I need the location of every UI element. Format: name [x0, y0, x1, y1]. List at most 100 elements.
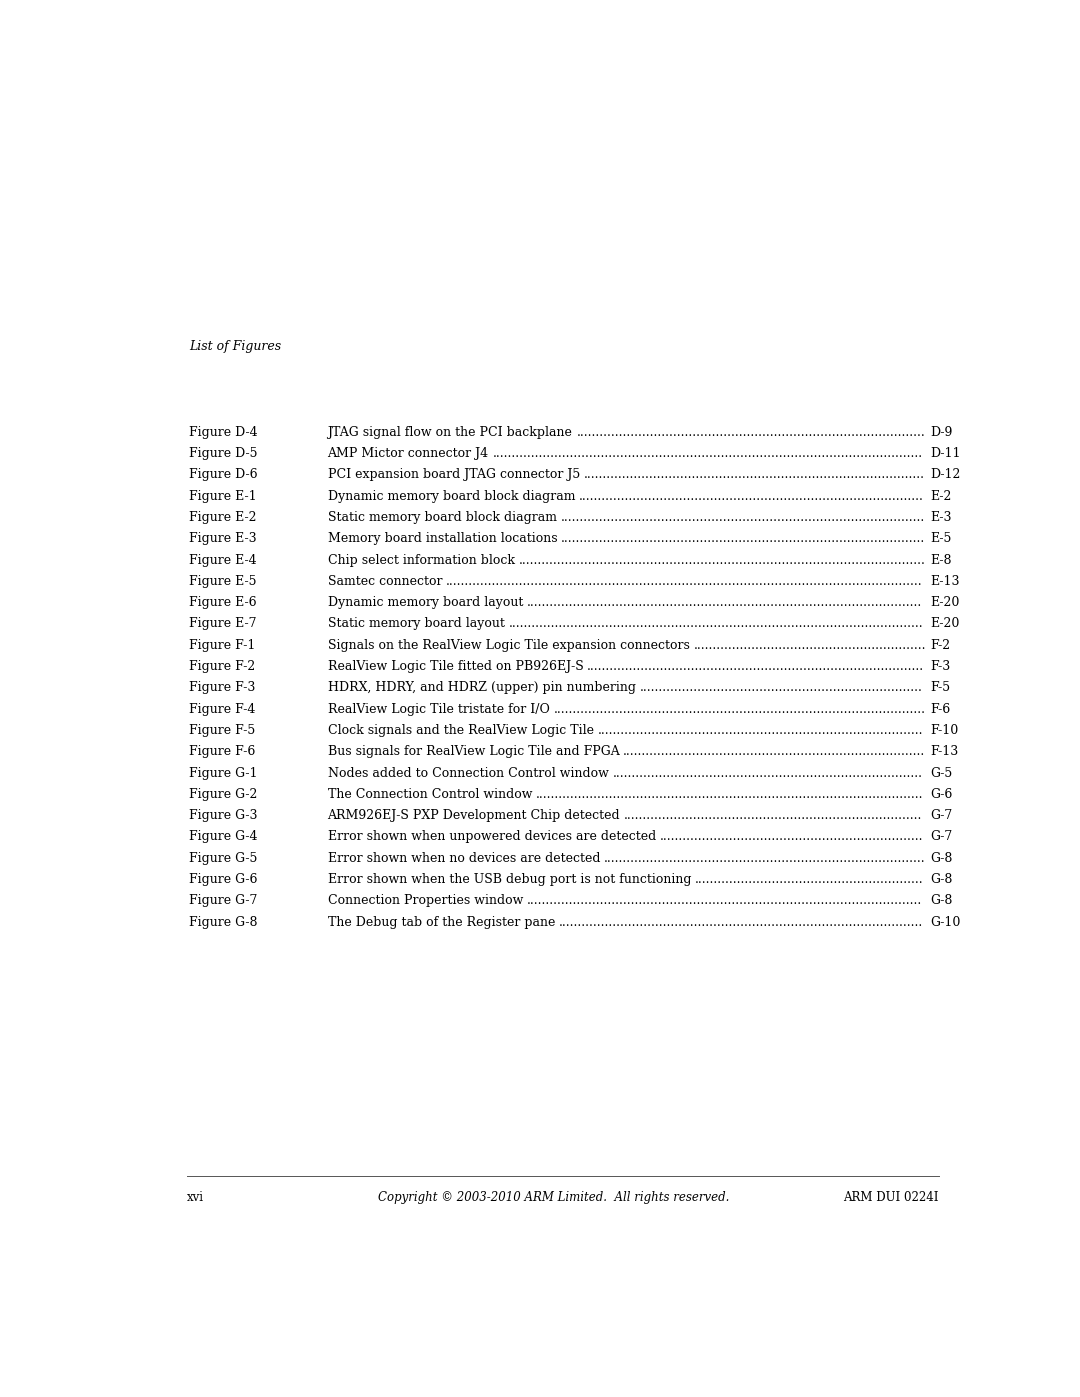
Text: Memory board installation locations: Memory board installation locations — [327, 532, 557, 545]
Text: Static memory board block diagram: Static memory board block diagram — [327, 511, 556, 524]
Text: Dynamic memory board block diagram: Dynamic memory board block diagram — [327, 490, 575, 503]
Text: E-20: E-20 — [930, 597, 959, 609]
Text: Connection Properties window: Connection Properties window — [327, 894, 523, 908]
Text: ................................................................................: ........................................… — [558, 915, 923, 929]
Text: ................................................................................: ........................................… — [492, 447, 922, 460]
Text: ................................................................................: ........................................… — [518, 553, 926, 567]
Text: ....................................................................: ........................................… — [660, 830, 923, 844]
Text: D-9: D-9 — [930, 426, 953, 439]
Text: Figure G-1: Figure G-1 — [189, 767, 258, 780]
Text: ................................................................................: ........................................… — [561, 511, 924, 524]
Text: Figure F-6: Figure F-6 — [189, 745, 256, 759]
Text: Figure G-4: Figure G-4 — [189, 830, 258, 844]
Text: Figure F-2: Figure F-2 — [189, 661, 256, 673]
Text: ................................................................................: ........................................… — [584, 468, 924, 482]
Text: ...........................................................: ........................................… — [696, 873, 923, 886]
Text: G-8: G-8 — [930, 852, 953, 865]
Text: ............................................................: ........................................… — [693, 638, 926, 652]
Text: Dynamic memory board layout: Dynamic memory board layout — [327, 597, 523, 609]
Text: Chip select information block: Chip select information block — [327, 553, 514, 567]
Text: G-7: G-7 — [930, 809, 953, 823]
Text: HDRX, HDRY, and HDRZ (upper) pin numbering: HDRX, HDRY, and HDRZ (upper) pin numberi… — [327, 682, 635, 694]
Text: F-5: F-5 — [930, 682, 950, 694]
Text: Figure F-4: Figure F-4 — [189, 703, 256, 715]
Text: ARM926EJ-S PXP Development Chip detected: ARM926EJ-S PXP Development Chip detected — [327, 809, 620, 823]
Text: Figure E-3: Figure E-3 — [189, 532, 257, 545]
Text: E-5: E-5 — [930, 532, 951, 545]
Text: RealView Logic Tile fitted on PB926EJ-S: RealView Logic Tile fitted on PB926EJ-S — [327, 661, 583, 673]
Text: Figure G-6: Figure G-6 — [189, 873, 258, 886]
Text: Copyright © 2003-2010 ARM Limited.  All rights reserved.: Copyright © 2003-2010 ARM Limited. All r… — [378, 1190, 729, 1204]
Text: AMP Mictor connector J4: AMP Mictor connector J4 — [327, 447, 488, 460]
Text: PCI expansion board JTAG connector J5: PCI expansion board JTAG connector J5 — [327, 468, 580, 482]
Text: List of Figures: List of Figures — [189, 339, 282, 353]
Text: Figure G-5: Figure G-5 — [189, 852, 258, 865]
Text: G-5: G-5 — [930, 767, 953, 780]
Text: G-6: G-6 — [930, 788, 953, 800]
Text: ................................................................................: ........................................… — [612, 767, 922, 780]
Text: Error shown when unpowered devices are detected: Error shown when unpowered devices are d… — [327, 830, 656, 844]
Text: ARM DUI 0224I: ARM DUI 0224I — [843, 1190, 939, 1204]
Text: Figure G-8: Figure G-8 — [189, 915, 258, 929]
Text: Error shown when no devices are detected: Error shown when no devices are detected — [327, 852, 600, 865]
Text: Bus signals for RealView Logic Tile and FPGA: Bus signals for RealView Logic Tile and … — [327, 745, 619, 759]
Text: ................................................................................: ........................................… — [579, 490, 923, 503]
Text: ................................................................................: ........................................… — [588, 661, 924, 673]
Text: E-3: E-3 — [930, 511, 951, 524]
Text: Clock signals and the RealView Logic Tile: Clock signals and the RealView Logic Til… — [327, 724, 594, 738]
Text: F-3: F-3 — [930, 661, 950, 673]
Text: Signals on the RealView Logic Tile expansion connectors: Signals on the RealView Logic Tile expan… — [327, 638, 689, 652]
Text: Figure E-6: Figure E-6 — [189, 597, 257, 609]
Text: Figure F-1: Figure F-1 — [189, 638, 256, 652]
Text: Figure D-6: Figure D-6 — [189, 468, 258, 482]
Text: .........................................................................: ........................................… — [639, 682, 922, 694]
Text: ................................................................................: ........................................… — [562, 532, 926, 545]
Text: G-7: G-7 — [930, 830, 953, 844]
Text: .............................................................................: ........................................… — [624, 809, 922, 823]
Text: D-12: D-12 — [930, 468, 960, 482]
Text: ................................................................................: ........................................… — [527, 894, 922, 908]
Text: Figure E-5: Figure E-5 — [189, 576, 257, 588]
Text: F-13: F-13 — [930, 745, 958, 759]
Text: ................................................................................: ........................................… — [509, 617, 923, 630]
Text: The Connection Control window: The Connection Control window — [327, 788, 532, 800]
Text: Error shown when the USB debug port is not functioning: Error shown when the USB debug port is n… — [327, 873, 691, 886]
Text: Figure E-7: Figure E-7 — [189, 617, 257, 630]
Text: ................................................................................: ........................................… — [597, 724, 923, 738]
Text: G-10: G-10 — [930, 915, 960, 929]
Text: Static memory board layout: Static memory board layout — [327, 617, 504, 630]
Text: Figure E-4: Figure E-4 — [189, 553, 257, 567]
Text: Figure F-5: Figure F-5 — [189, 724, 256, 738]
Text: Figure D-4: Figure D-4 — [189, 426, 258, 439]
Text: E-8: E-8 — [930, 553, 951, 567]
Text: Figure D-5: Figure D-5 — [189, 447, 258, 460]
Text: F-2: F-2 — [930, 638, 950, 652]
Text: RealView Logic Tile tristate for I/O: RealView Logic Tile tristate for I/O — [327, 703, 550, 715]
Text: Nodes added to Connection Control window: Nodes added to Connection Control window — [327, 767, 608, 780]
Text: G-8: G-8 — [930, 873, 953, 886]
Text: D-11: D-11 — [930, 447, 960, 460]
Text: ................................................................................: ........................................… — [577, 426, 926, 439]
Text: E-20: E-20 — [930, 617, 959, 630]
Text: Figure E-2: Figure E-2 — [189, 511, 257, 524]
Text: The Debug tab of the Register pane: The Debug tab of the Register pane — [327, 915, 555, 929]
Text: ..............................................................................: ........................................… — [623, 745, 926, 759]
Text: Figure G-3: Figure G-3 — [189, 809, 258, 823]
Text: F-10: F-10 — [930, 724, 958, 738]
Text: Samtec connector: Samtec connector — [327, 576, 442, 588]
Text: ................................................................................: ........................................… — [446, 576, 922, 588]
Text: ................................................................................: ........................................… — [527, 597, 922, 609]
Text: E-13: E-13 — [930, 576, 960, 588]
Text: E-2: E-2 — [930, 490, 951, 503]
Text: xvi: xvi — [187, 1190, 204, 1204]
Text: Figure F-3: Figure F-3 — [189, 682, 256, 694]
Text: ................................................................................: ........................................… — [604, 852, 926, 865]
Text: JTAG signal flow on the PCI backplane: JTAG signal flow on the PCI backplane — [327, 426, 572, 439]
Text: ................................................................................: ........................................… — [553, 703, 926, 715]
Text: G-8: G-8 — [930, 894, 953, 908]
Text: ................................................................................: ........................................… — [536, 788, 923, 800]
Text: Figure G-7: Figure G-7 — [189, 894, 258, 908]
Text: F-6: F-6 — [930, 703, 950, 715]
Text: Figure G-2: Figure G-2 — [189, 788, 258, 800]
Text: Figure E-1: Figure E-1 — [189, 490, 257, 503]
